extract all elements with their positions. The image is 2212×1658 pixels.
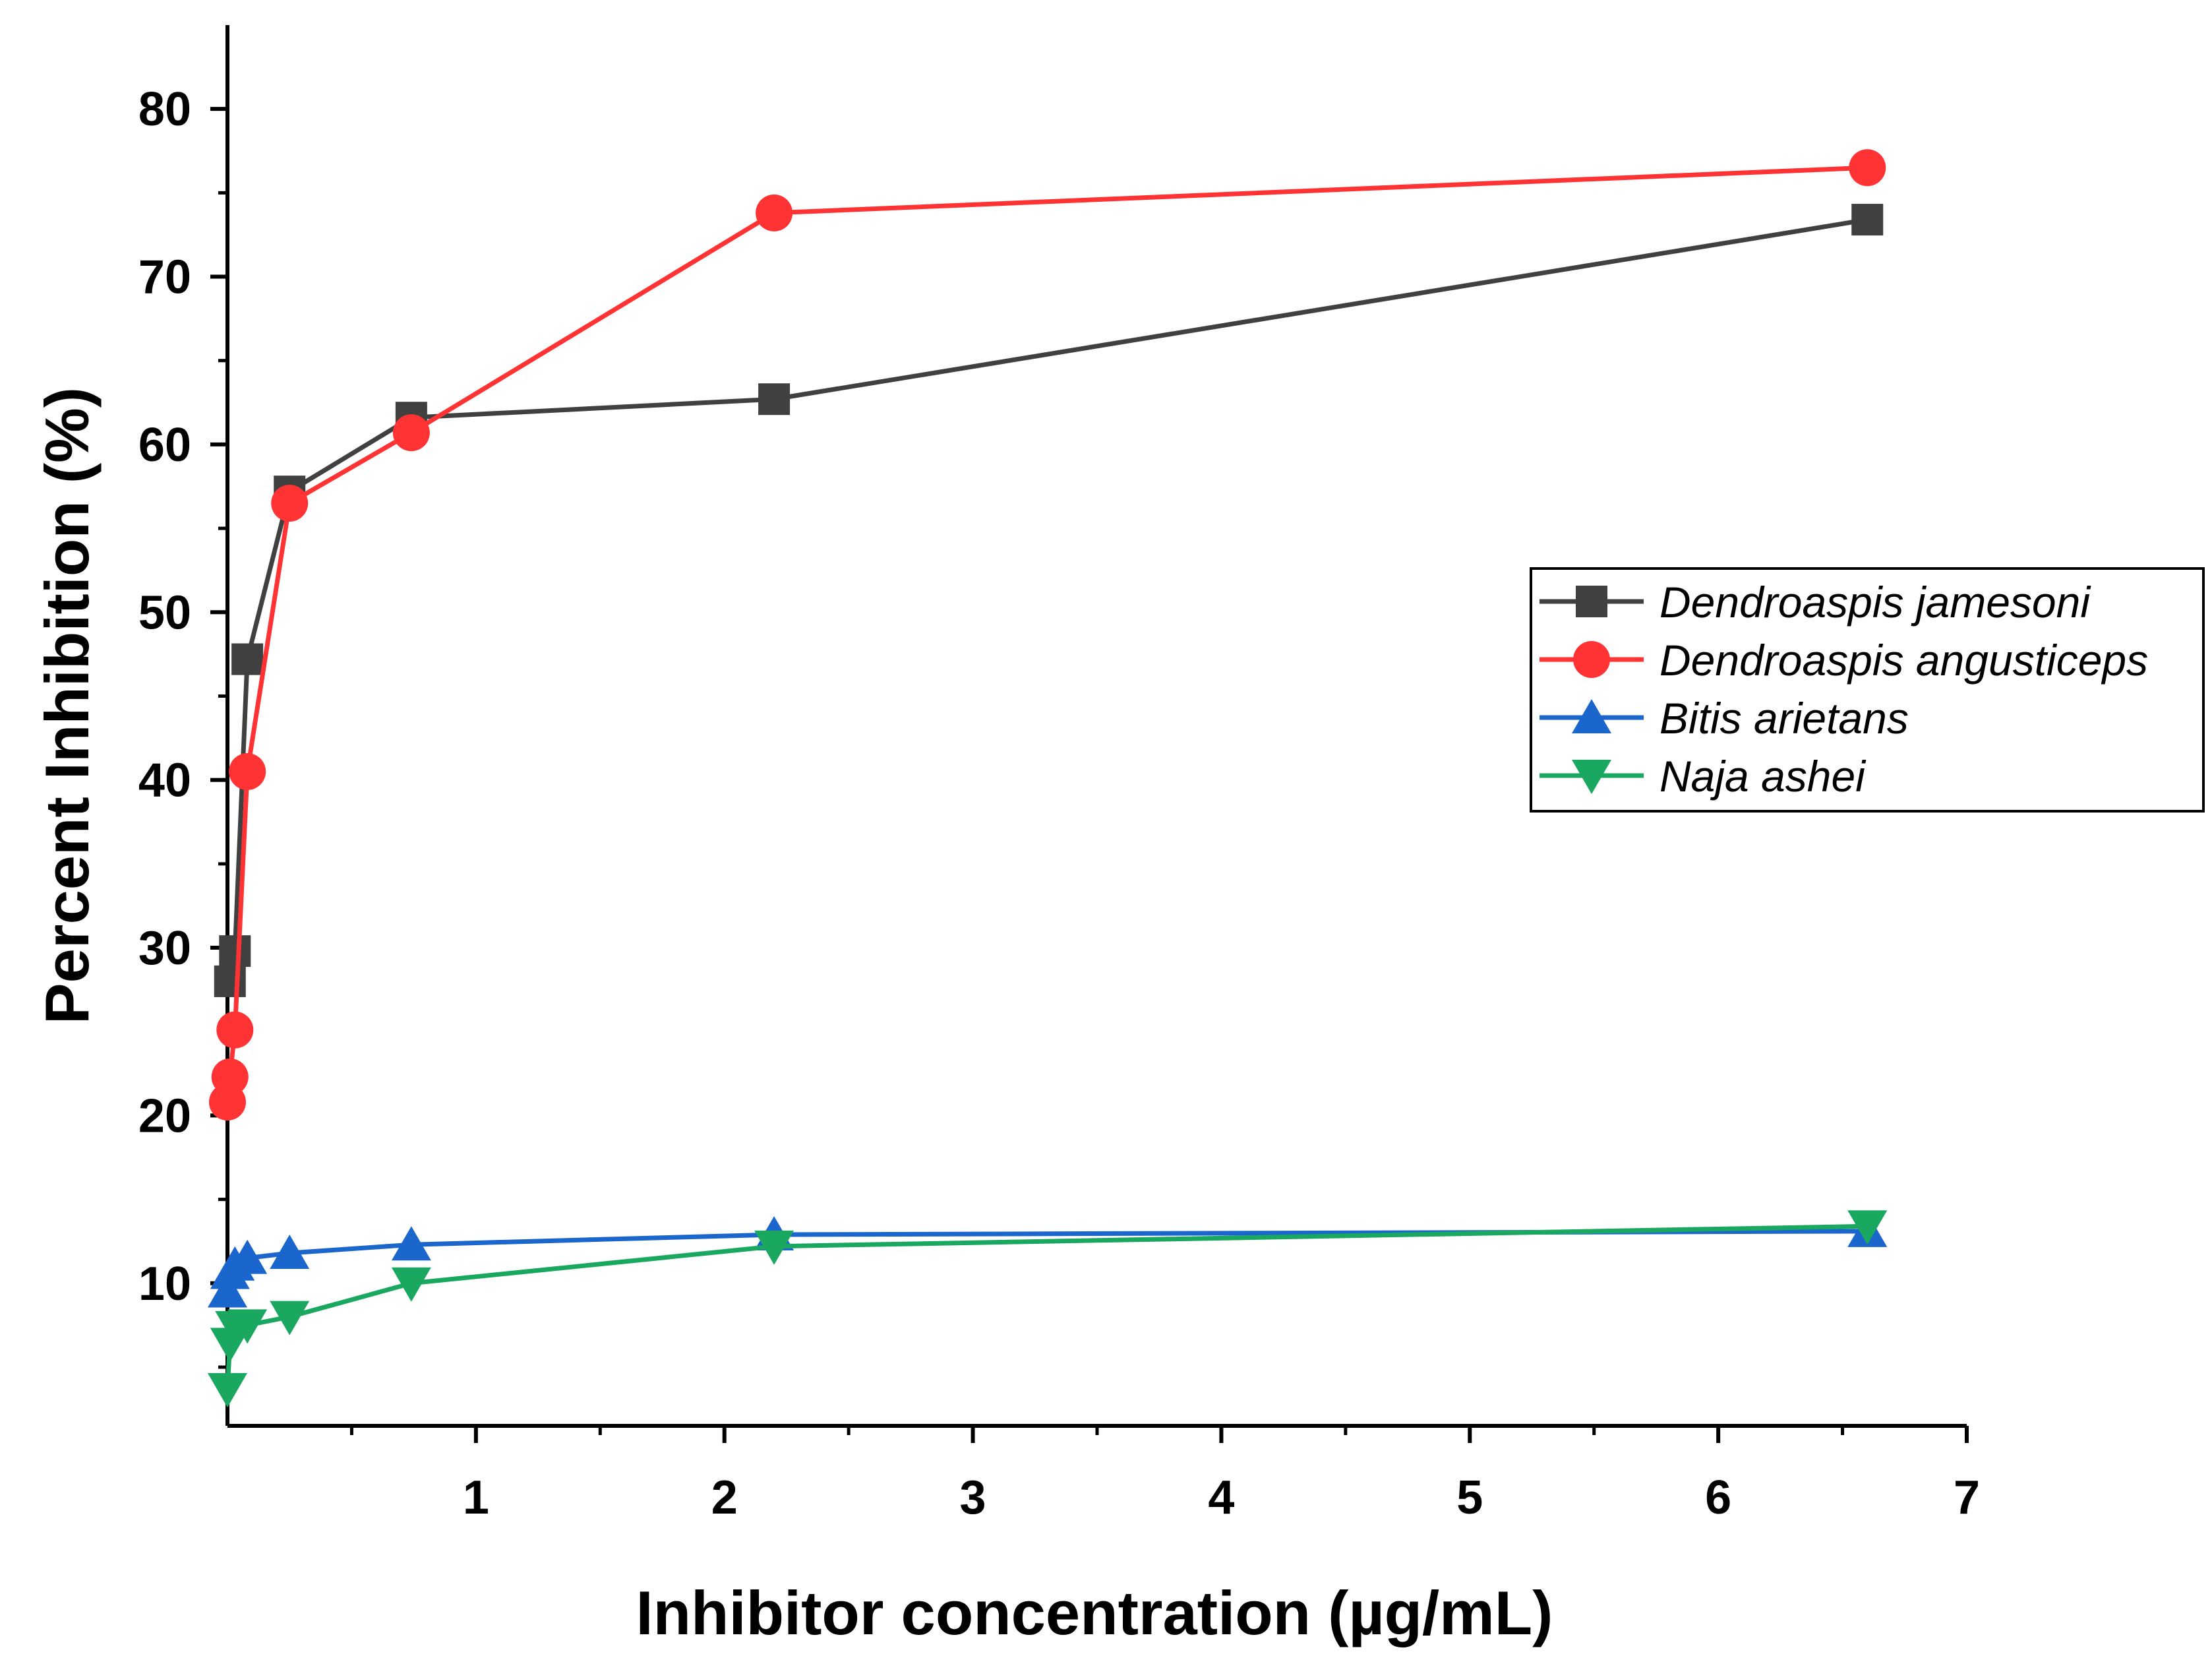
legend-marker [1576,586,1607,617]
legend-label: Dendroaspis jamesoni [1659,578,2091,627]
data-point [216,1011,254,1049]
legend-marker [1572,760,1611,794]
x-tick-label: 1 [463,1471,489,1524]
legend-label: Bitis arietans [1659,694,1909,743]
data-point [271,484,309,522]
series-2 [208,1212,1888,1308]
y-tick-label: 60 [138,419,191,472]
data-point [229,752,266,790]
y-tick-label: 40 [138,754,191,807]
legend-box [1530,567,2205,813]
legend-item-3: Naja ashei [1539,752,1867,801]
x-tick-label: 2 [711,1471,738,1524]
y-tick-label: 10 [138,1258,191,1310]
data-point [270,1234,310,1269]
y-tick-label: 70 [138,251,191,304]
data-point [219,935,251,967]
data-point [211,1058,249,1095]
data-point [231,643,264,675]
data-point [227,1309,268,1344]
data-point [391,1226,431,1261]
data-point [1847,1210,1888,1245]
y-tick-label: 80 [138,83,191,136]
y-tick-label: 50 [138,586,191,639]
data-point [754,1230,794,1265]
y-tick-label: 30 [138,922,191,975]
x-tick-label: 5 [1456,1471,1483,1524]
legend-label: Naja ashei [1659,752,1867,801]
data-point [758,383,791,415]
x-tick-label: 4 [1208,1471,1234,1524]
data-point [214,965,246,997]
legend-marker [1573,641,1610,678]
x-tick-label: 6 [1705,1471,1731,1524]
series-1 [209,149,1886,1121]
x-tick-label: 3 [960,1471,986,1524]
data-point [270,1301,310,1336]
y-tick-label: 20 [138,1090,191,1142]
series-layer [208,149,1888,1408]
legend-label: Dendroaspis angusticeps [1659,636,2148,685]
legend-item-0: Dendroaspis jamesoni [1539,578,2091,627]
data-point [1851,204,1884,236]
y-axis-label: Percent Inhibition (%) [32,387,102,1024]
series-3 [208,1210,1888,1408]
data-point [208,1273,247,1308]
data-point [208,1373,247,1408]
ticks: 10 20 30 40 50 60 70 80 1 2 3 4 5 6 7 [138,83,1980,1524]
data-point [227,1239,268,1274]
x-axis-label: Inhibitor concentration (µg/mL) [636,1578,1553,1647]
data-point [756,194,793,231]
data-point [391,1267,431,1302]
legend-item-2: Bitis arietans [1539,694,1909,743]
x-tick-label: 7 [1954,1471,1980,1524]
series-line [225,1223,1868,1390]
legend-marker [1572,699,1611,733]
data-point [1849,149,1886,187]
legend-item-1: Dendroaspis angusticeps [1539,636,2148,685]
data-point [392,414,430,452]
legend: Dendroaspis jamesoni Dendroaspis angustic… [1530,567,2205,813]
